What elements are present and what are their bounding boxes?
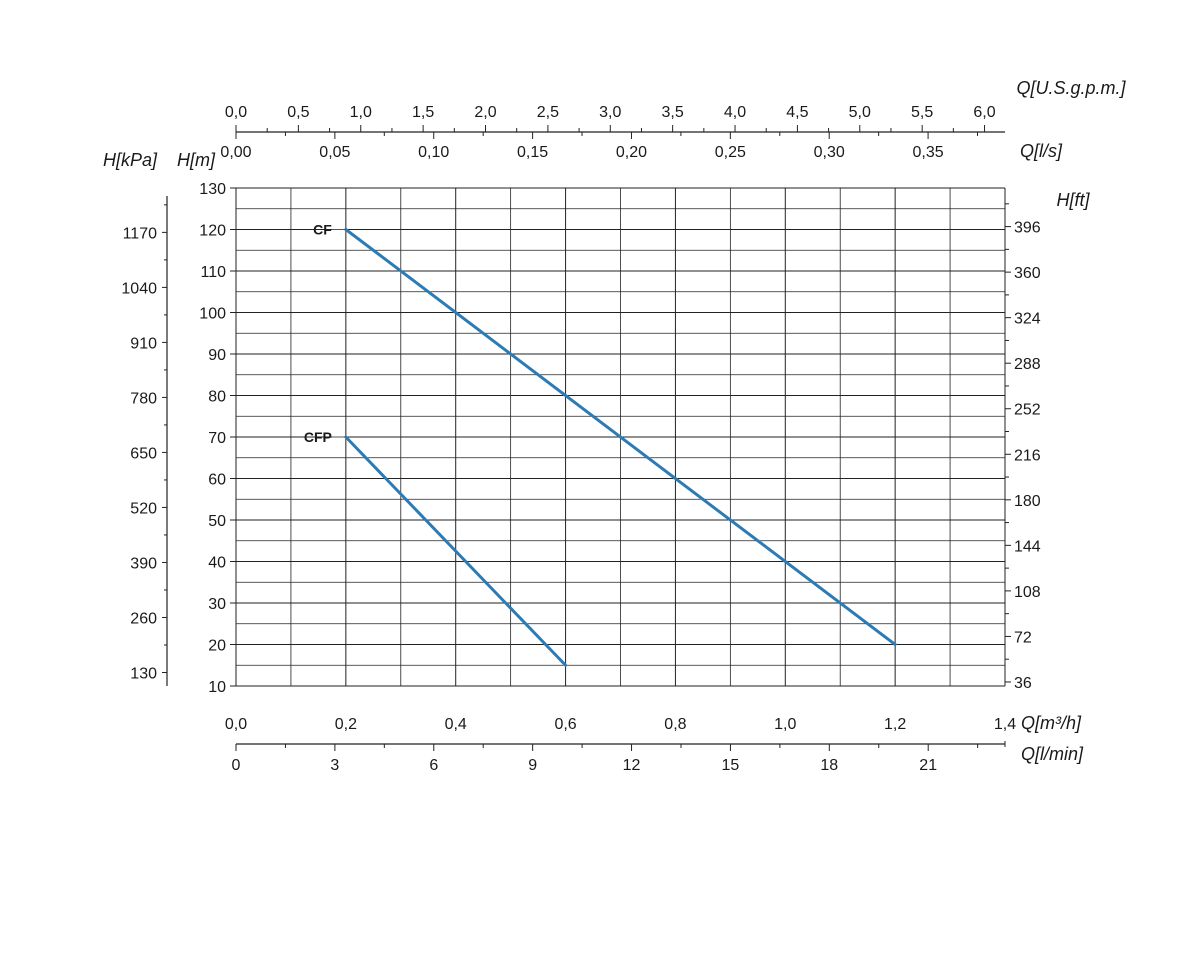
x-usgpm-tick-label: 1,0 [350, 104, 372, 121]
x-usgpm-tick-label: 5,0 [849, 104, 871, 121]
series-line-cfp [344, 435, 568, 667]
x-usgpm-tick-label: 5,5 [911, 104, 933, 121]
y-m-tick-label: 10 [208, 679, 226, 696]
x-ls-tick-label: 0,10 [418, 144, 449, 161]
x-usgpm-tick-label: 3,0 [599, 104, 621, 121]
y-kpa-tick-label: 1170 [123, 225, 158, 242]
series-label-cfp: CFP [304, 429, 332, 445]
series-line-cf [344, 228, 897, 646]
x-lmin-tick-label: 18 [820, 757, 838, 774]
y-kpa-tick-label: 650 [130, 445, 157, 462]
y-kpa-tick-label: 1040 [121, 280, 157, 297]
y-kpa-tick-label: 780 [130, 390, 157, 407]
x-lmin-tick-label: 3 [330, 757, 339, 774]
x-ls-tick-label: 0,35 [913, 144, 944, 161]
y-ft-tick-label: 288 [1014, 356, 1041, 373]
x-lmin-tick-label: 6 [429, 757, 438, 774]
x-usgpm-tick-label: 1,5 [412, 104, 434, 121]
y-m-tick-label: 90 [208, 347, 226, 364]
x-lmin-tick-label: 15 [722, 757, 740, 774]
y-ft-tick-label: 36 [1014, 675, 1032, 692]
y-ft-tick-label: 252 [1014, 402, 1041, 419]
y-ft-tick-label: 108 [1014, 584, 1041, 601]
x-usgpm-tick-label: 6,0 [973, 104, 995, 121]
x-m3h-axis-label: Q[m³/h] [1021, 713, 1082, 733]
y-m-tick-label: 60 [208, 472, 226, 489]
x-usgpm-tick-label: 0,5 [287, 104, 309, 121]
x-m3h-tick-label: 1,4 [994, 716, 1016, 733]
x-usgpm-tick-label: 3,5 [662, 104, 684, 121]
x-usgpm-axis-label: Q[U.S.g.p.m.] [1016, 78, 1126, 98]
x-ls-tick-label: 0,15 [517, 144, 548, 161]
x-ls-tick-label: 0,20 [616, 144, 647, 161]
x-m3h-tick-label: 0,4 [445, 716, 467, 733]
y-m-tick-label: 20 [208, 638, 226, 655]
y-m-tick-label: 50 [208, 513, 226, 530]
x-m3h-tick-label: 1,0 [774, 716, 796, 733]
x-ls-tick-label: 0,05 [319, 144, 350, 161]
y-m-tick-label: 40 [208, 555, 226, 572]
y-kpa-tick-label: 390 [130, 555, 157, 572]
x-m3h-tick-label: 0,2 [335, 716, 357, 733]
x-m3h-tick-label: 0,6 [554, 716, 576, 733]
x-m3h-tick-label: 0,8 [664, 716, 686, 733]
x-ls-tick-label: 0,30 [814, 144, 845, 161]
y-m-axis-label: H[m] [177, 150, 216, 170]
y-ft-tick-label: 180 [1014, 493, 1041, 510]
y-ft-axis-label: H[ft] [1056, 190, 1090, 210]
x-usgpm-tick-label: 0,0 [225, 104, 247, 121]
x-m3h-tick-label: 0,0 [225, 716, 247, 733]
y-m-tick-label: 30 [208, 596, 226, 613]
y-kpa-tick-label: 910 [130, 335, 157, 352]
x-lmin-axis-label: Q[l/min] [1021, 744, 1084, 764]
x-lmin-tick-label: 0 [232, 757, 241, 774]
x-lmin-tick-label: 12 [623, 757, 641, 774]
x-usgpm-tick-label: 2,0 [474, 104, 496, 121]
y-kpa-axis-label: H[kPa] [103, 150, 158, 170]
series-label-cf: CF [313, 222, 332, 238]
y-kpa-tick-label: 260 [130, 610, 157, 627]
y-m-tick-label: 120 [199, 223, 226, 240]
x-usgpm-tick-label: 2,5 [537, 104, 559, 121]
x-ls-axis-label: Q[l/s] [1020, 141, 1063, 161]
x-usgpm-tick-label: 4,5 [786, 104, 808, 121]
y-m-tick-label: 80 [208, 389, 226, 406]
x-ls-tick-label: 0,25 [715, 144, 746, 161]
x-lmin-tick-label: 9 [528, 757, 537, 774]
y-m-tick-label: 110 [200, 264, 226, 281]
y-ft-tick-label: 72 [1014, 629, 1032, 646]
y-m-tick-label: 70 [208, 430, 226, 447]
y-ft-tick-label: 216 [1014, 447, 1041, 464]
y-ft-tick-label: 144 [1014, 538, 1041, 555]
y-ft-tick-label: 360 [1014, 265, 1041, 282]
x-m3h-tick-label: 1,2 [884, 716, 906, 733]
x-lmin-tick-label: 21 [919, 757, 937, 774]
y-ft-tick-label: 324 [1014, 311, 1041, 328]
y-ft-tick-label: 396 [1014, 220, 1041, 237]
y-kpa-tick-label: 520 [130, 500, 157, 517]
y-kpa-tick-label: 130 [130, 665, 157, 682]
y-m-tick-label: 100 [199, 306, 226, 323]
x-ls-tick-label: 0,00 [220, 144, 251, 161]
y-m-tick-label: 130 [199, 181, 226, 198]
x-usgpm-tick-label: 4,0 [724, 104, 746, 121]
